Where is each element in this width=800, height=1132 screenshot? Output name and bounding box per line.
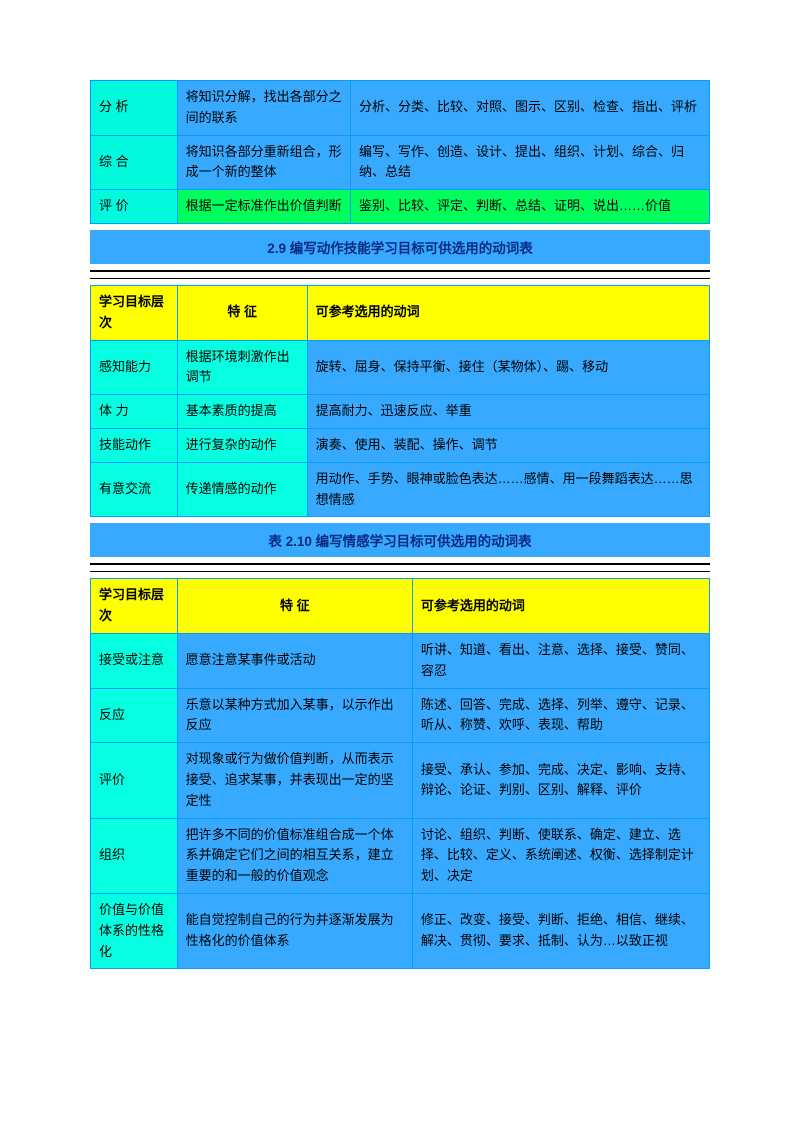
section-title-2: 2.9 编写动作技能学习目标可供选用的动词表 bbox=[90, 230, 710, 264]
cell-feature: 对现象或行为做价值判断，从而表示接受、追求某事，并表现出一定的坚定性 bbox=[177, 743, 412, 818]
cell-verbs: 用动作、手势、眼神或脸色表达……感情、用一段舞蹈表达……思想情感 bbox=[307, 462, 709, 517]
table-body: 接受或注意愿意注意某事件或活动听讲、知道、看出、注意、选择、接受、赞同、容忍反应… bbox=[91, 633, 710, 968]
header-feature: 特 征 bbox=[177, 285, 307, 340]
cell-level: 感知能力 bbox=[91, 340, 178, 395]
table-row: 分 析将知识分解，找出各部分之间的联系分析、分类、比较、对照、图示、区别、检查、… bbox=[91, 81, 710, 136]
divider-thin bbox=[90, 278, 710, 279]
cell-verbs: 陈述、回答、完成、选择、列举、遵守、记录、听从、称赞、欢呼、表现、帮助 bbox=[412, 688, 709, 743]
cell-feature: 根据一定标准作出价值判断 bbox=[177, 190, 350, 224]
cell-level: 综 合 bbox=[91, 135, 178, 190]
header-level: 学习目标层次 bbox=[91, 579, 178, 634]
table-head: 学习目标层次 特 征 可参考选用的动词 bbox=[91, 579, 710, 634]
cell-feature: 传递情感的动作 bbox=[177, 462, 307, 517]
table-row: 价值与价值体系的性格化能自觉控制自己的行为并逐渐发展为性格化的价值体系修正、改变… bbox=[91, 893, 710, 968]
cell-level: 体 力 bbox=[91, 395, 178, 429]
cell-verbs: 接受、承认、参加、完成、决定、影响、支持、辩论、论证、判别、区别、解释、评价 bbox=[412, 743, 709, 818]
cell-feature: 将知识分解，找出各部分之间的联系 bbox=[177, 81, 350, 136]
table-row: 技能动作进行复杂的动作演奏、使用、装配、操作、调节 bbox=[91, 428, 710, 462]
table-head: 学习目标层次 特 征 可参考选用的动词 bbox=[91, 285, 710, 340]
section-title-3: 表 2.10 编写情感学习目标可供选用的动词表 bbox=[90, 523, 710, 557]
table-body: 分 析将知识分解，找出各部分之间的联系分析、分类、比较、对照、图示、区别、检查、… bbox=[91, 81, 710, 224]
table-row: 接受或注意愿意注意某事件或活动听讲、知道、看出、注意、选择、接受、赞同、容忍 bbox=[91, 633, 710, 688]
cell-feature: 愿意注意某事件或活动 bbox=[177, 633, 412, 688]
cell-verbs: 鉴别、比较、评定、判断、总结、证明、说出……价值 bbox=[350, 190, 709, 224]
cell-level: 评价 bbox=[91, 743, 178, 818]
cell-verbs: 讨论、组织、判断、使联系、确定、建立、选择、比较、定义、系统阐述、权衡、选择制定… bbox=[412, 818, 709, 893]
table-row: 组织把许多不同的价值标准组合成一个体系并确定它们之间的相互关系，建立重要的和一般… bbox=[91, 818, 710, 893]
cell-feature: 把许多不同的价值标准组合成一个体系并确定它们之间的相互关系，建立重要的和一般的价… bbox=[177, 818, 412, 893]
table-row: 体 力基本素质的提高提高耐力、迅速反应、举重 bbox=[91, 395, 710, 429]
table-body: 感知能力根据环境刺激作出调节旋转、屈身、保持平衡、接住（某物体）、踢、移动体 力… bbox=[91, 340, 710, 517]
cell-verbs: 编写、写作、创造、设计、提出、组织、计划、综合、归纳、总结 bbox=[350, 135, 709, 190]
cell-verbs: 修正、改变、接受、判断、拒绝、相信、继续、解决、贯彻、要求、抵制、认为…以致正视 bbox=[412, 893, 709, 968]
table-psychomotor: 学习目标层次 特 征 可参考选用的动词 感知能力根据环境刺激作出调节旋转、屈身、… bbox=[90, 285, 710, 517]
header-row: 学习目标层次 特 征 可参考选用的动词 bbox=[91, 579, 710, 634]
cell-level: 评 价 bbox=[91, 190, 178, 224]
cell-level: 组织 bbox=[91, 818, 178, 893]
cell-verbs: 提高耐力、迅速反应、举重 bbox=[307, 395, 709, 429]
divider-thin bbox=[90, 571, 710, 572]
cell-feature: 基本素质的提高 bbox=[177, 395, 307, 429]
header-verbs: 可参考选用的动词 bbox=[307, 285, 709, 340]
cell-level: 技能动作 bbox=[91, 428, 178, 462]
table-row: 评价对现象或行为做价值判断，从而表示接受、追求某事，并表现出一定的坚定性接受、承… bbox=[91, 743, 710, 818]
document-page: 分 析将知识分解，找出各部分之间的联系分析、分类、比较、对照、图示、区别、检查、… bbox=[90, 80, 710, 969]
cell-feature: 将知识各部分重新组合，形成一个新的整体 bbox=[177, 135, 350, 190]
header-feature: 特 征 bbox=[177, 579, 412, 634]
divider-thick bbox=[90, 270, 710, 272]
cell-level: 有意交流 bbox=[91, 462, 178, 517]
cell-level: 反应 bbox=[91, 688, 178, 743]
cell-level: 分 析 bbox=[91, 81, 178, 136]
header-level: 学习目标层次 bbox=[91, 285, 178, 340]
table-cognitive: 分 析将知识分解，找出各部分之间的联系分析、分类、比较、对照、图示、区别、检查、… bbox=[90, 80, 710, 224]
header-row: 学习目标层次 特 征 可参考选用的动词 bbox=[91, 285, 710, 340]
table-row: 评 价根据一定标准作出价值判断鉴别、比较、评定、判断、总结、证明、说出……价值 bbox=[91, 190, 710, 224]
header-verbs: 可参考选用的动词 bbox=[412, 579, 709, 634]
cell-feature: 乐意以某种方式加入某事，以示作出反应 bbox=[177, 688, 412, 743]
divider-thick bbox=[90, 563, 710, 565]
cell-feature: 能自觉控制自己的行为并逐渐发展为性格化的价值体系 bbox=[177, 893, 412, 968]
cell-verbs: 听讲、知道、看出、注意、选择、接受、赞同、容忍 bbox=[412, 633, 709, 688]
table-row: 反应乐意以某种方式加入某事，以示作出反应陈述、回答、完成、选择、列举、遵守、记录… bbox=[91, 688, 710, 743]
table-row: 感知能力根据环境刺激作出调节旋转、屈身、保持平衡、接住（某物体）、踢、移动 bbox=[91, 340, 710, 395]
table-affective: 学习目标层次 特 征 可参考选用的动词 接受或注意愿意注意某事件或活动听讲、知道… bbox=[90, 578, 710, 969]
cell-level: 接受或注意 bbox=[91, 633, 178, 688]
table-row: 综 合将知识各部分重新组合，形成一个新的整体编写、写作、创造、设计、提出、组织、… bbox=[91, 135, 710, 190]
cell-verbs: 演奏、使用、装配、操作、调节 bbox=[307, 428, 709, 462]
cell-level: 价值与价值体系的性格化 bbox=[91, 893, 178, 968]
cell-verbs: 旋转、屈身、保持平衡、接住（某物体）、踢、移动 bbox=[307, 340, 709, 395]
cell-feature: 根据环境刺激作出调节 bbox=[177, 340, 307, 395]
cell-verbs: 分析、分类、比较、对照、图示、区别、检查、指出、评析 bbox=[350, 81, 709, 136]
cell-feature: 进行复杂的动作 bbox=[177, 428, 307, 462]
table-row: 有意交流传递情感的动作用动作、手势、眼神或脸色表达……感情、用一段舞蹈表达……思… bbox=[91, 462, 710, 517]
